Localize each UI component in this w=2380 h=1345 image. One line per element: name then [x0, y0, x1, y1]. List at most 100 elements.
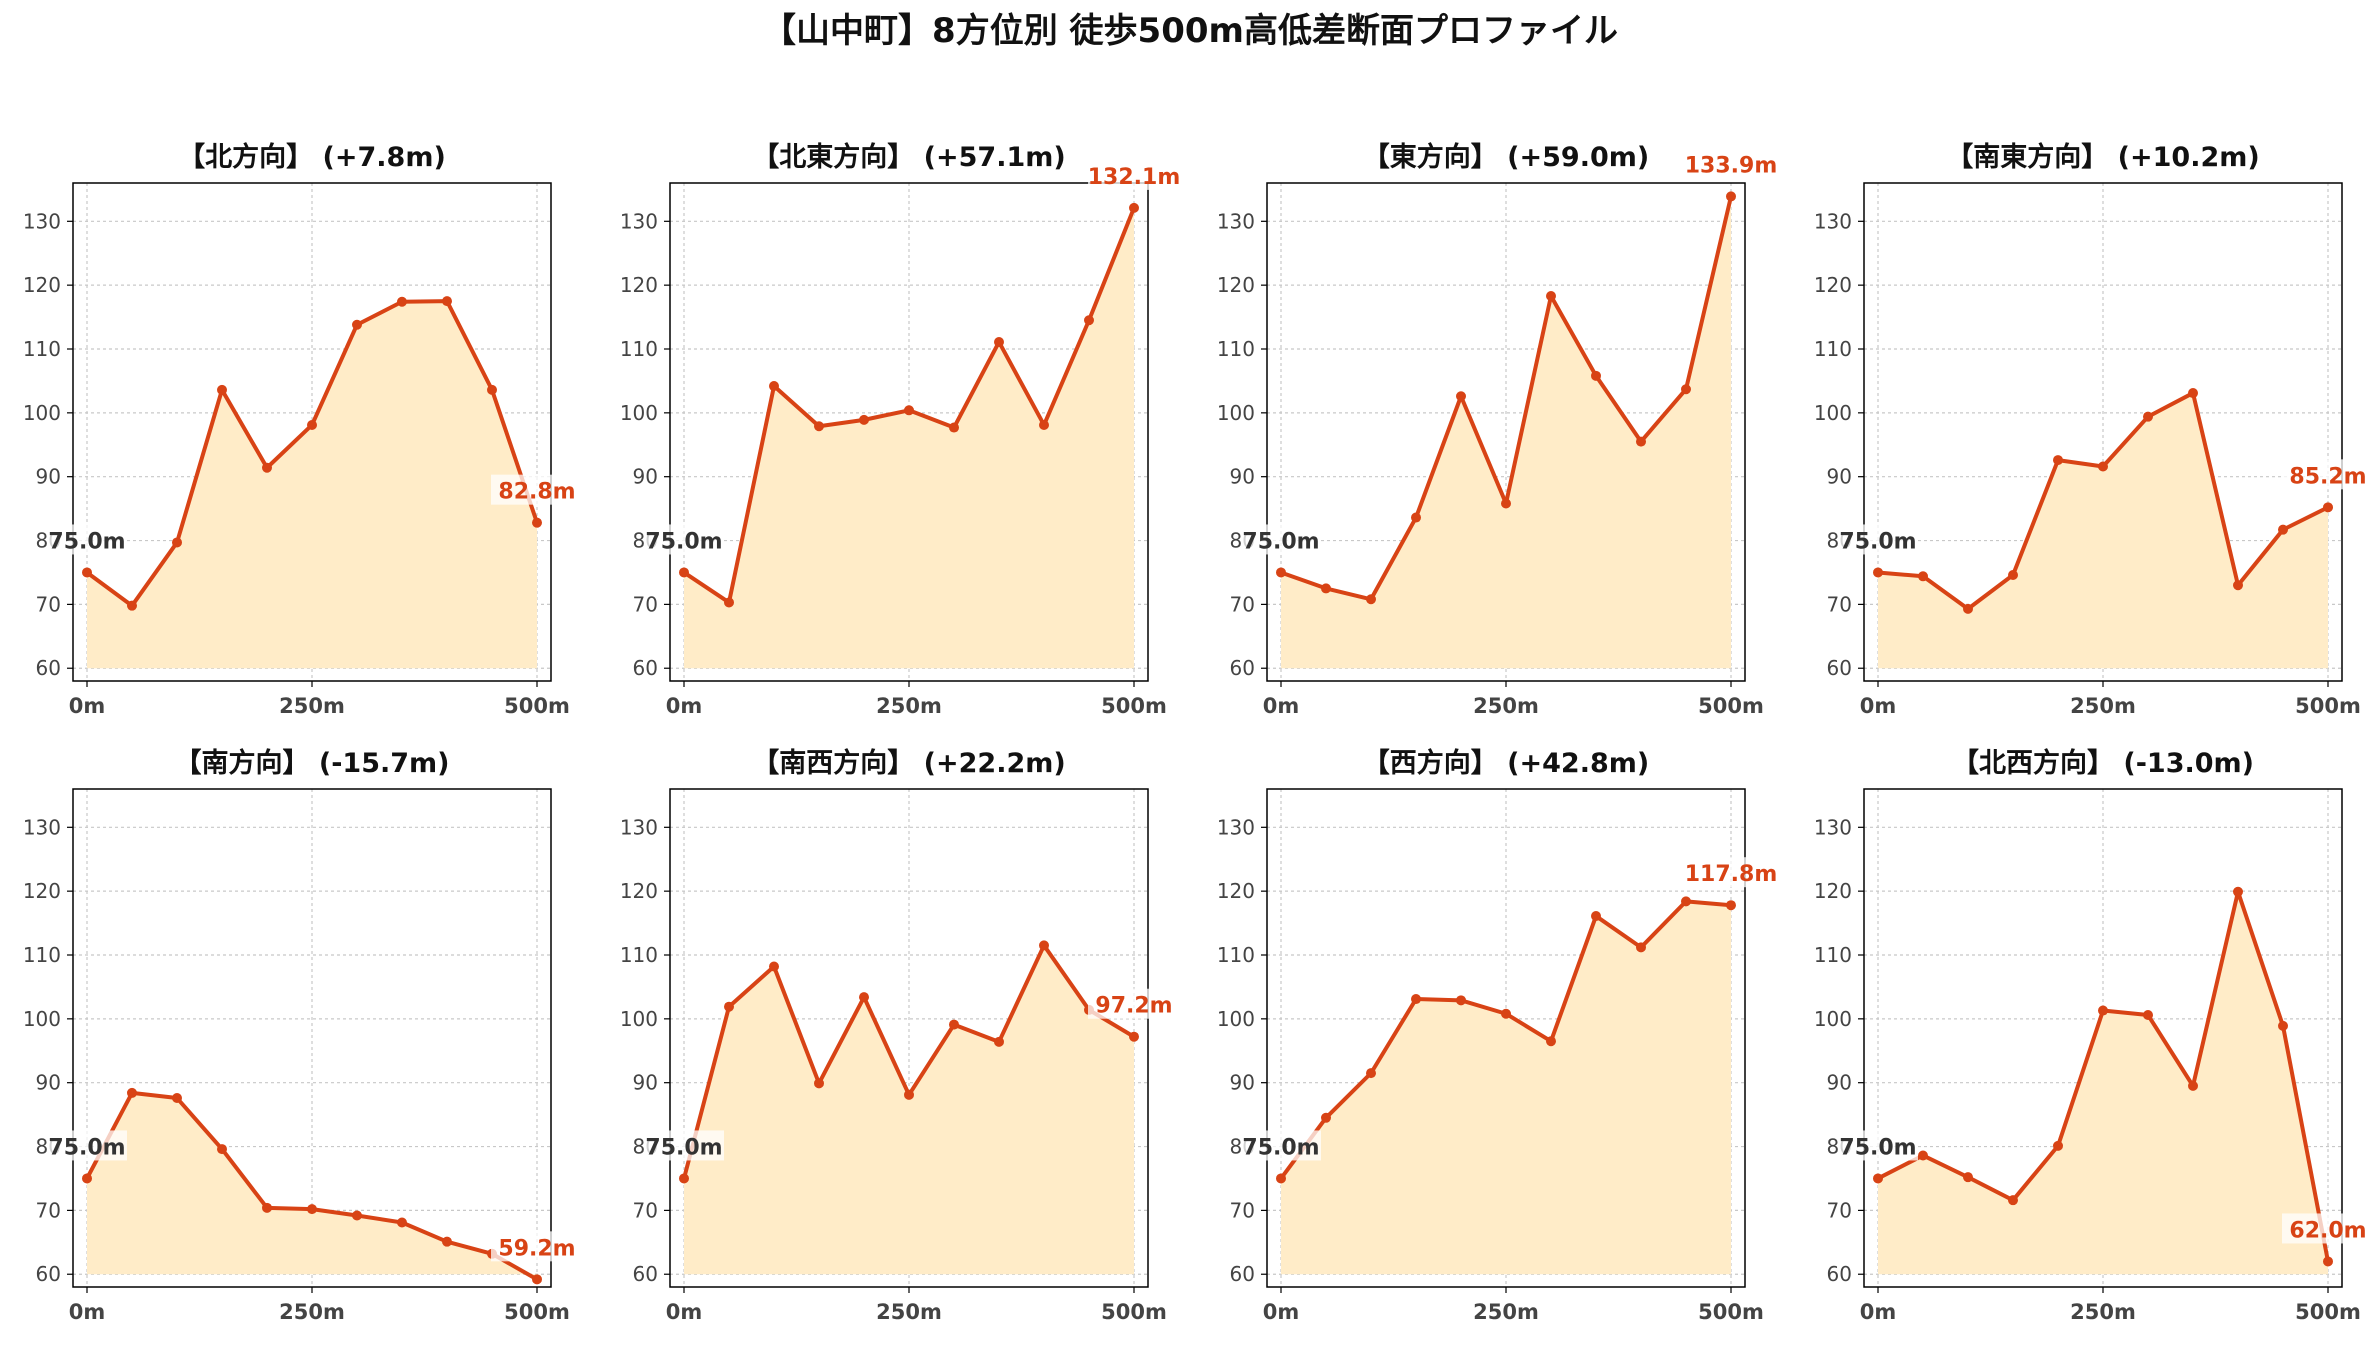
start-elevation-label: 75.0m	[1242, 1135, 1319, 1160]
subplot-1: 【北方向】 (+7.8m)607080901001101201300m250m5…	[23, 141, 583, 718]
x-tick-label: 500m	[1698, 694, 1764, 718]
data-point	[859, 992, 869, 1003]
y-tick-label: 130	[1814, 815, 1852, 839]
data-point	[1726, 900, 1736, 911]
x-tick-label: 0m	[69, 1300, 106, 1324]
y-tick-label: 90	[1827, 1071, 1852, 1095]
start-elevation-label: 75.0m	[1242, 529, 1319, 554]
y-tick-label: 70	[633, 1198, 658, 1222]
data-point	[2278, 524, 2288, 535]
y-tick-label: 120	[620, 879, 658, 903]
start-elevation-label: 75.0m	[48, 529, 125, 554]
y-tick-label: 100	[1814, 401, 1852, 425]
data-point	[769, 961, 779, 972]
data-point	[1681, 384, 1691, 395]
y-tick-label: 110	[1217, 337, 1255, 361]
start-elevation-label: 75.0m	[48, 1135, 125, 1160]
plot-frame	[72, 788, 552, 1288]
subplot-5: 【南方向】 (-15.7m)607080901001101201300m250m…	[23, 747, 583, 1324]
start-elevation-label: 75.0m	[645, 529, 722, 554]
x-tick-label: 0m	[1860, 694, 1897, 718]
y-tick-label: 110	[23, 337, 61, 361]
start-elevation-label: 75.0m	[1839, 1135, 1916, 1160]
y-tick-label: 90	[1230, 465, 1255, 489]
x-tick-label: 250m	[1473, 694, 1539, 718]
data-point	[1366, 594, 1376, 605]
y-tick-label: 120	[620, 273, 658, 297]
elevation-area	[684, 207, 1134, 669]
x-tick-label: 250m	[1473, 1300, 1539, 1324]
data-point	[904, 1089, 914, 1100]
subplot-title: 【北方向】 (+7.8m)	[178, 141, 446, 173]
subplot-title: 【南西方向】 (+22.2m)	[752, 747, 1065, 779]
y-tick-label: 60	[633, 1262, 658, 1286]
data-point	[2323, 502, 2333, 513]
subplot-title: 【南方向】 (-15.7m)	[174, 747, 449, 779]
data-point	[2098, 461, 2108, 472]
x-tick-label: 250m	[2070, 694, 2136, 718]
x-tick-label: 500m	[2295, 694, 2361, 718]
data-point	[1873, 1173, 1883, 1184]
data-point	[1129, 1031, 1139, 1042]
data-point	[1084, 315, 1094, 326]
end-label-bg	[1685, 857, 1777, 888]
data-point	[2323, 1256, 2333, 1267]
data-point	[352, 1210, 362, 1221]
y-tick-label: 110	[620, 337, 658, 361]
elevation-area	[1878, 393, 2328, 669]
end-label-bg	[491, 474, 583, 505]
data-point	[352, 319, 362, 330]
data-point	[1963, 1172, 1973, 1183]
y-tick-label: 120	[1217, 879, 1255, 903]
x-tick-label: 250m	[279, 694, 345, 718]
subplot-title: 【東方向】 (+59.0m)	[1363, 141, 1649, 173]
y-tick-label: 130	[620, 209, 658, 233]
y-tick-label: 110	[1814, 337, 1852, 361]
y-tick-label: 70	[633, 592, 658, 616]
start-label-bg	[1838, 1130, 1918, 1161]
x-tick-label: 500m	[2295, 1300, 2361, 1324]
plot-frame	[1266, 788, 1746, 1288]
data-point	[1366, 1068, 1376, 1079]
start-label-bg	[1241, 1130, 1321, 1161]
data-point	[2053, 1140, 2063, 1151]
data-point	[1411, 512, 1421, 523]
y-tick-label: 100	[1217, 1007, 1255, 1031]
data-point	[904, 405, 914, 416]
y-tick-label: 100	[620, 1007, 658, 1031]
y-tick-label: 60	[1827, 656, 1852, 680]
data-point	[2278, 1020, 2288, 1031]
plot-frame	[669, 788, 1149, 1288]
end-label-bg	[2282, 1213, 2374, 1244]
y-tick-label: 100	[620, 401, 658, 425]
start-elevation-label: 75.0m	[645, 1135, 722, 1160]
start-label-bg	[1838, 524, 1918, 555]
data-point	[127, 600, 137, 611]
start-label-bg	[644, 1130, 724, 1161]
y-tick-label: 100	[23, 401, 61, 425]
end-elevation-label: 82.8m	[498, 480, 575, 505]
x-tick-label: 500m	[504, 1300, 570, 1324]
y-tick-label: 100	[1217, 401, 1255, 425]
x-tick-label: 0m	[1263, 694, 1300, 718]
subplot-2: 【北東方向】 (+57.1m)607080901001101201300m250…	[620, 141, 1180, 718]
subplot-title: 【西方向】 (+42.8m)	[1363, 747, 1649, 779]
data-point	[532, 517, 542, 528]
data-point	[2008, 570, 2018, 581]
data-point	[1963, 603, 1973, 614]
y-tick-label: 110	[1217, 943, 1255, 967]
data-point	[1456, 995, 1466, 1006]
x-tick-label: 0m	[69, 694, 106, 718]
start-label-bg	[644, 524, 724, 555]
y-tick-label: 130	[1217, 209, 1255, 233]
data-point	[217, 384, 227, 395]
data-point	[1546, 1036, 1556, 1047]
y-tick-label: 90	[1230, 1071, 1255, 1095]
subplot-8: 【北西方向】 (-13.0m)607080901001101201300m250…	[1814, 747, 2374, 1324]
elevation-area	[87, 301, 537, 669]
data-point	[532, 1274, 542, 1285]
y-tick-label: 100	[1814, 1007, 1852, 1031]
data-point	[1321, 1112, 1331, 1123]
plot-frame	[1266, 182, 1746, 682]
